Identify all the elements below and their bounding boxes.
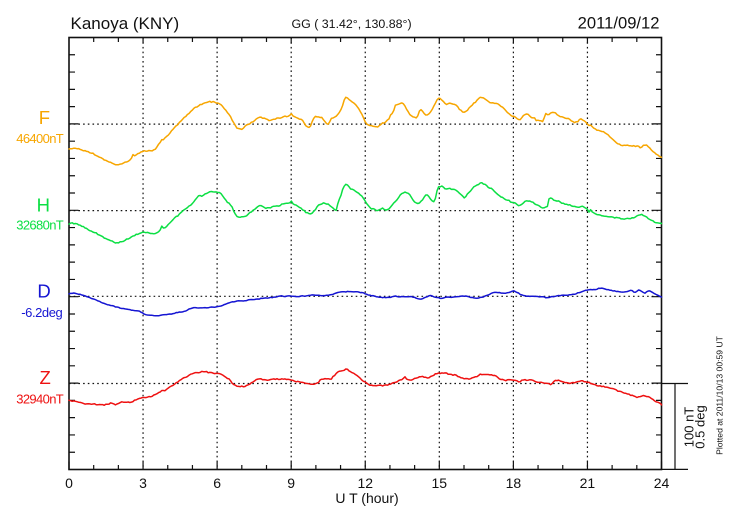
- svg-text:Z: Z: [39, 367, 50, 388]
- svg-text:46400nT: 46400nT: [16, 131, 64, 146]
- svg-text:3: 3: [139, 475, 147, 491]
- svg-text:15: 15: [432, 475, 448, 491]
- svg-text:-6.2deg: -6.2deg: [21, 305, 63, 320]
- svg-text:9: 9: [287, 475, 295, 491]
- svg-text:32940nT: 32940nT: [16, 391, 64, 406]
- svg-text:Plotted at 2011/10/13 00:59 UT: Plotted at 2011/10/13 00:59 UT: [715, 335, 725, 455]
- svg-text:18: 18: [506, 475, 522, 491]
- svg-text:Kanoya (KNY): Kanoya (KNY): [71, 14, 180, 33]
- svg-text:F: F: [39, 107, 50, 128]
- svg-text:D: D: [37, 281, 50, 302]
- svg-text:21: 21: [580, 475, 596, 491]
- svg-text:0.5 deg: 0.5 deg: [693, 405, 708, 448]
- svg-text:6: 6: [213, 475, 221, 491]
- svg-text:U T (hour): U T (hour): [335, 490, 398, 506]
- svg-text:GG ( 31.42°, 130.88°): GG ( 31.42°, 130.88°): [292, 17, 412, 31]
- svg-text:32680nT: 32680nT: [16, 218, 64, 233]
- svg-text:2011/09/12: 2011/09/12: [578, 13, 660, 32]
- svg-text:24: 24: [654, 475, 670, 491]
- svg-text:0: 0: [65, 475, 73, 491]
- svg-text:100 nT: 100 nT: [682, 407, 697, 448]
- svg-text:12: 12: [357, 475, 373, 491]
- svg-text:H: H: [37, 195, 50, 216]
